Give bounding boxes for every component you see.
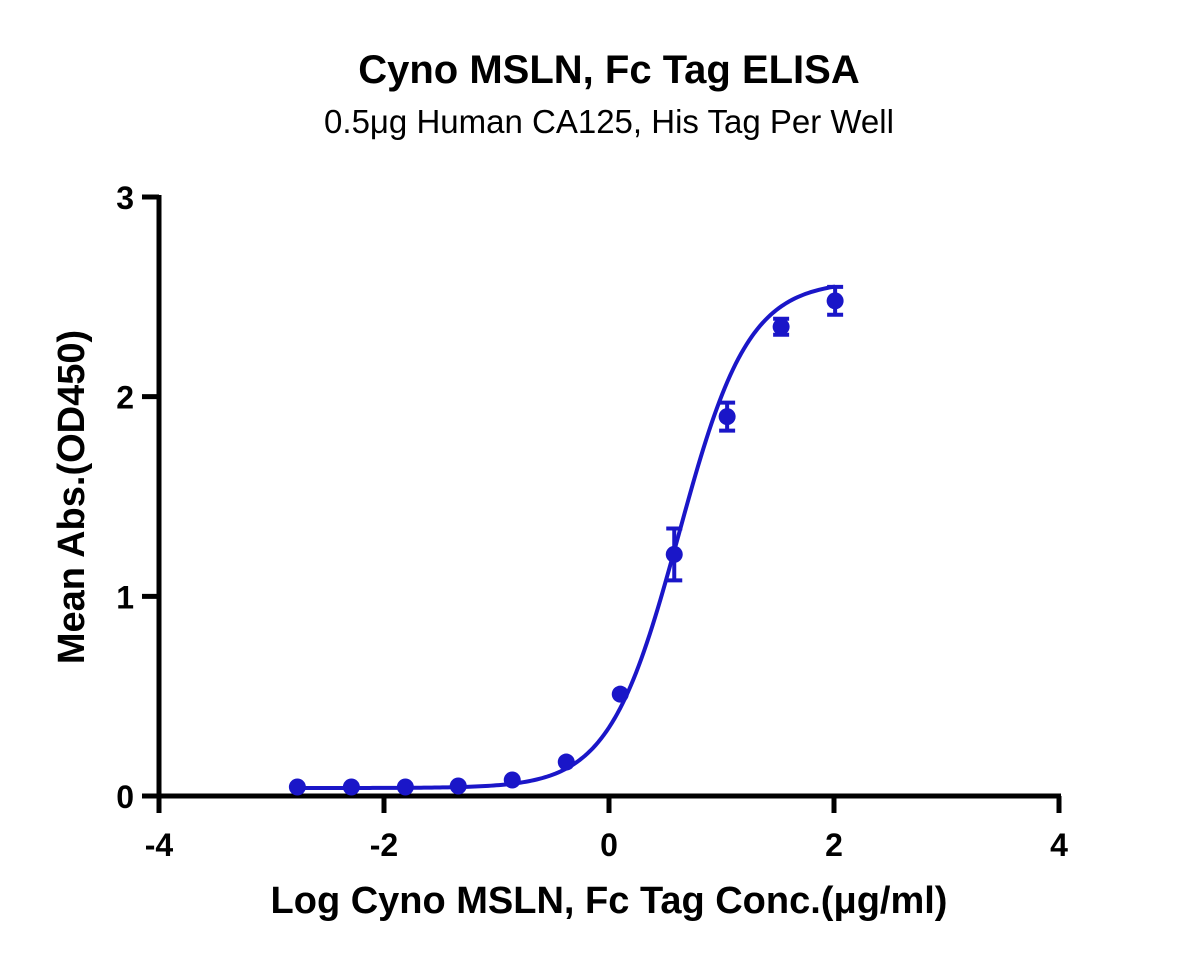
x-tick-label: 4	[1050, 827, 1068, 863]
x-tick-label: -2	[370, 827, 398, 863]
data-point	[503, 771, 521, 789]
axes: -4 -2 0 2 4 0 1 2 3	[116, 180, 1068, 863]
y-tick-label: 2	[116, 380, 134, 416]
y-tick-label: 1	[116, 579, 134, 615]
x-axis-label: Log Cyno MSLN, Fc Tag Conc.(μg/ml)	[271, 880, 948, 922]
data-point	[611, 685, 629, 703]
data-point	[342, 778, 360, 796]
x-tick-label: -4	[145, 827, 174, 863]
data-point	[396, 778, 414, 796]
data-point	[557, 753, 575, 771]
data-point	[449, 777, 467, 795]
y-tick-label: 3	[116, 180, 134, 216]
data-point	[718, 408, 736, 426]
fit-curve	[297, 284, 836, 790]
data-point	[826, 292, 844, 310]
data-point	[288, 778, 306, 796]
x-tick-label: 0	[600, 827, 618, 863]
y-axis-label: Mean Abs.(OD450)	[51, 330, 93, 664]
data-points-layer	[288, 292, 844, 796]
data-point	[665, 545, 683, 563]
y-tick-label: 0	[116, 779, 134, 815]
data-point	[772, 318, 790, 336]
x-tick-label: 2	[825, 827, 843, 863]
chart-subtitle: 0.5μg Human CA125, His Tag Per Well	[324, 103, 894, 140]
fit-curve-layer	[297, 284, 836, 790]
chart-title: Cyno MSLN, Fc Tag ELISA	[358, 48, 860, 92]
